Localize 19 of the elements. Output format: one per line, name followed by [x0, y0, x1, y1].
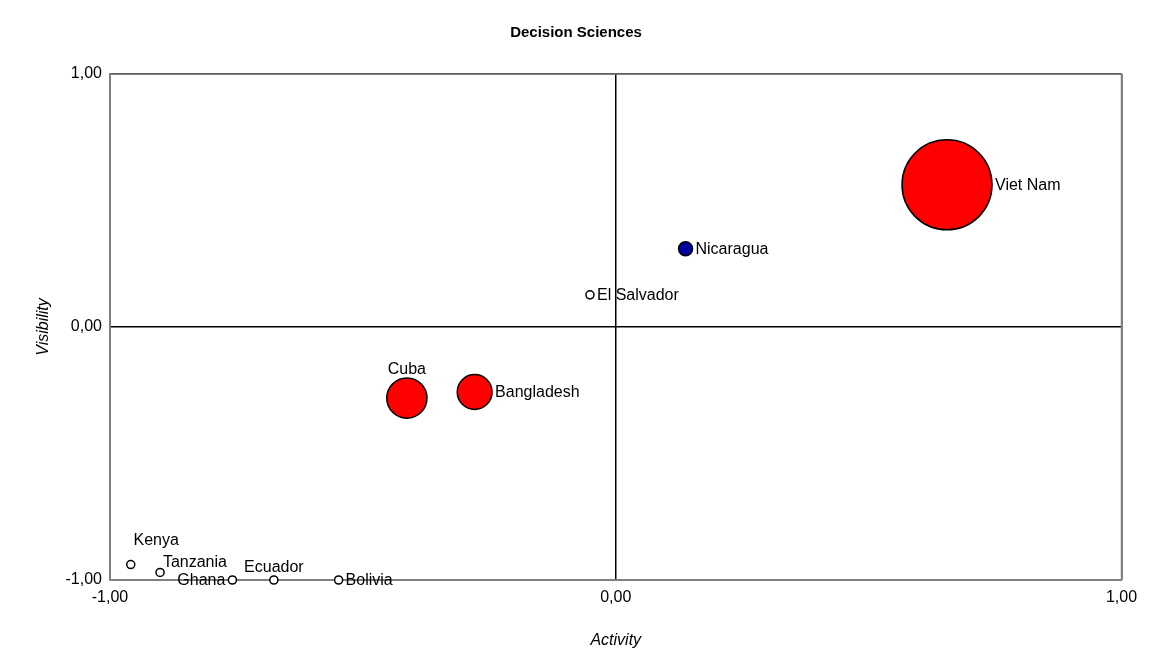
series-label: El Salvador — [596, 285, 680, 303]
series-label: Viet Nam — [995, 175, 1061, 193]
chart-title: Decision Sciences — [510, 23, 642, 41]
series-label: Ghana — [177, 571, 226, 588]
series-label: Cuba — [387, 359, 427, 377]
series-label: Ecuador — [244, 557, 305, 575]
y-tick-label: 0,00 — [70, 317, 103, 335]
x-axis-title: Activity — [589, 630, 643, 648]
x-tick-label: 0,00 — [600, 588, 632, 606]
y-tick-label: 1,00 — [70, 64, 103, 82]
y-axis-title: Visibility — [34, 297, 52, 356]
series-label: Kenya — [133, 530, 180, 548]
series-label: Nicaragua — [695, 239, 769, 257]
x-tick-label: -1,00 — [91, 588, 129, 606]
y-tick-label: -1,00 — [65, 570, 103, 588]
x-tick-label: 1,00 — [1105, 588, 1138, 606]
series-label: Tanzania — [162, 552, 228, 570]
series-label: Bolivia — [345, 571, 393, 588]
series-label: Bangladesh — [495, 383, 580, 401]
